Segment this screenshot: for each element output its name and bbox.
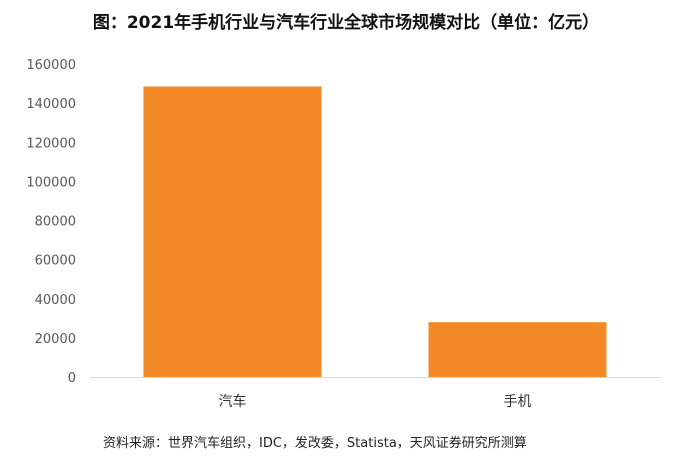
y-tick-label: 100000 (26, 175, 76, 190)
bars (143, 86, 607, 377)
y-tick-label: 80000 (35, 215, 76, 230)
y-axis-ticks: 0 20000 40000 60000 80000 100000 120000 140000 1… (26, 58, 76, 386)
y-tick-label: 40000 (35, 293, 76, 308)
x-category-label: 汽车 (219, 393, 247, 410)
y-tick-label: 0 (68, 371, 76, 386)
bar-1 (428, 322, 607, 377)
source-note: 资料来源：世界汽车组织，IDC，发改委，Statista，天风证券研究所测算 (103, 436, 527, 451)
chart-title: 图：2021年手机行业与汽车行业全球市场规模对比（单位：亿元） (92, 13, 600, 33)
x-axis-labels: 汽车 手机 (219, 393, 532, 410)
y-tick-label: 120000 (26, 136, 76, 151)
y-tick-label: 60000 (35, 254, 76, 269)
y-tick-label: 20000 (35, 332, 76, 347)
y-tick-label: 140000 (26, 97, 76, 112)
bar-0 (143, 86, 322, 377)
y-tick-label: 160000 (26, 58, 76, 73)
x-category-label: 手机 (504, 394, 532, 410)
